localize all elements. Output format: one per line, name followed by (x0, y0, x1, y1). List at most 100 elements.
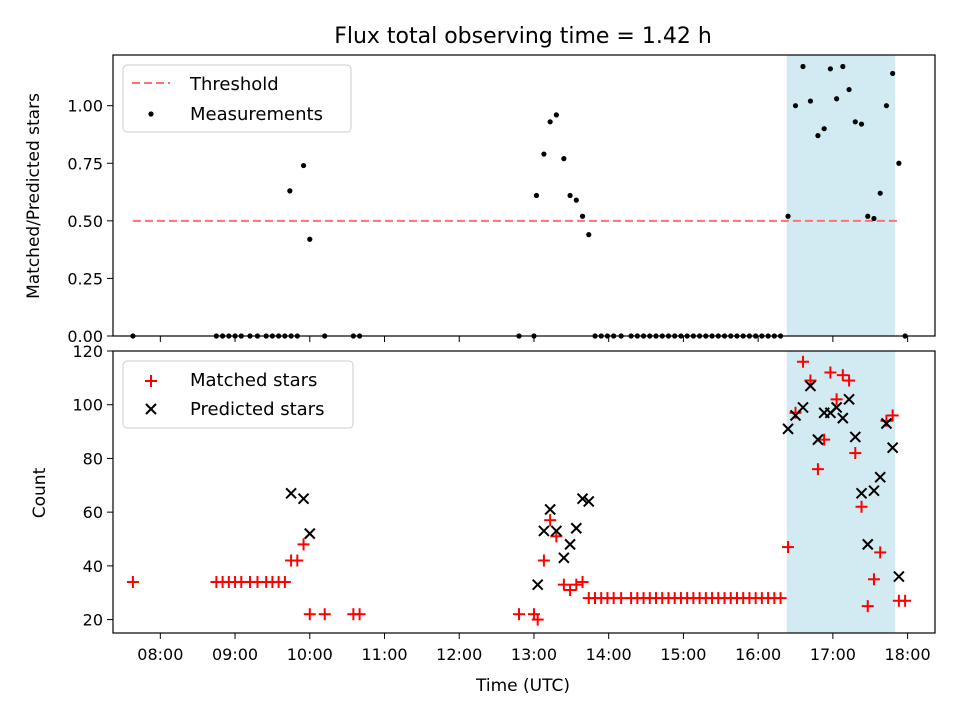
measurement-point (858, 121, 865, 127)
matched-star-marker (830, 393, 843, 406)
measurement-point (547, 119, 553, 125)
predicted-star-marker (558, 552, 570, 564)
predicted-star-marker (830, 401, 843, 414)
matched-star-marker (303, 608, 316, 621)
x-tick-label: 15:00 (660, 645, 706, 664)
x-tick-label: 17:00 (810, 645, 856, 664)
matched-star-marker (824, 366, 837, 379)
matched-star-marker (318, 608, 331, 621)
x-tick-label: 12:00 (436, 645, 482, 664)
x-tick-label: 11:00 (361, 645, 407, 664)
predicted-star-marker (544, 503, 556, 516)
matched-star-marker (291, 554, 304, 567)
y-tick-label: 0.00 (67, 327, 103, 346)
x-tick-label: 08:00 (137, 645, 183, 664)
predicted-star-marker (804, 380, 817, 392)
matched-star-marker (570, 578, 583, 591)
matched-star-marker (811, 463, 824, 476)
matched-star-marker (867, 573, 880, 586)
measurement-points (130, 63, 908, 339)
bottom-highlight-span (786, 351, 896, 633)
measurement-point (573, 197, 579, 203)
top-highlight-span (786, 55, 896, 336)
measurement-point (792, 103, 799, 109)
measurement-point (896, 160, 902, 166)
matched-star-marker (576, 575, 589, 588)
legend-predicted-label: Predicted stars (190, 399, 324, 420)
legend-measurements-label: Measurements (190, 104, 323, 125)
measurement-point (807, 98, 814, 104)
matched-star-marker (513, 608, 526, 621)
legend-matched-label: Matched stars (190, 370, 317, 391)
matched-star-marker (796, 355, 809, 368)
predicted-star-marker (843, 393, 855, 406)
measurement-point (586, 232, 592, 238)
matched-star-marker (843, 374, 856, 387)
top-y-axis-ticks: 0.00 0.25 0.50 0.75 1.00 (67, 97, 113, 346)
predicted-star-marker (849, 431, 861, 443)
x-tick-label: 14:00 (586, 645, 632, 664)
y-tick-label: 0.50 (67, 212, 103, 231)
predicted-star-marker (576, 493, 589, 505)
measurement-point (800, 63, 806, 70)
matched-star-marker (774, 592, 787, 605)
bottom-plot-frame (112, 350, 936, 634)
x-tick-label: 16:00 (735, 645, 781, 664)
measurement-point (287, 188, 293, 194)
measurement-point (821, 126, 827, 132)
x-tick-label: 10:00 (287, 645, 333, 664)
x-axis-label: Time (UTC) (475, 676, 570, 696)
predicted-star-marker (304, 527, 316, 540)
matched-star-marker (126, 575, 139, 588)
predicted-star-marker (862, 538, 874, 551)
measurement-point (883, 103, 890, 109)
matched-star-marker (278, 575, 291, 588)
predicted-star-marker (285, 487, 297, 500)
predicted-star-marker (531, 578, 544, 591)
top-plot-frame (112, 54, 936, 337)
x-tick-label: 13:00 (511, 645, 557, 664)
measurement-point (852, 119, 858, 125)
measurement-point (553, 112, 559, 118)
y-tick-label: 1.00 (67, 97, 103, 116)
predicted-star-marker (874, 471, 886, 483)
measurement-point (815, 133, 821, 139)
y-tick-label: 20 (83, 611, 103, 630)
measurement-point (561, 156, 567, 162)
matched-star-marker (874, 546, 887, 559)
matched-star-marker (353, 608, 366, 621)
matched-star-marker (849, 447, 862, 460)
predicted-star-marker (797, 401, 809, 414)
matched-star-marker (544, 514, 557, 527)
measurement-point (567, 192, 573, 199)
matched-star-marker (782, 541, 795, 554)
bottom-x-axis-ticks: 08:00 09:00 10:00 11:00 12:00 13:00 14:00 15:00… (137, 633, 931, 664)
measurement-point (579, 213, 586, 219)
predicted-star-marker (550, 525, 563, 537)
matched-star-marker (818, 433, 831, 446)
measurement-point (834, 96, 840, 102)
measurement-point (846, 86, 852, 93)
bottom-y-axis-ticks: 20 40 60 80 100 120 (72, 342, 113, 630)
measurement-point (827, 66, 833, 72)
predicted-stars-points (285, 380, 905, 591)
predicted-star-marker (538, 525, 550, 537)
matched-star-marker (899, 594, 912, 607)
bottom-y-axis-label: Count (30, 467, 50, 518)
bottom-panel: 20 40 60 80 100 120 08:00 09:00 10:00 11:00 12:00… (30, 342, 936, 696)
predicted-star-marker (837, 412, 849, 424)
predicted-star-marker (570, 522, 583, 534)
legend-predicted-swatch (145, 403, 157, 415)
y-tick-label: 60 (83, 503, 103, 522)
y-tick-label: 0.75 (67, 154, 103, 173)
measurement-point (785, 213, 791, 219)
predicted-star-marker (583, 495, 595, 508)
top-y-axis-label: Matched/Predicted stars (24, 93, 44, 299)
measurement-point (300, 162, 307, 169)
matched-star-marker (297, 538, 310, 551)
matched-star-marker (855, 500, 868, 513)
legend-measurements-swatch (148, 111, 154, 117)
legend-matched-swatch (145, 375, 157, 387)
legend-threshold-label: Threshold (189, 74, 279, 95)
matched-star-marker (861, 600, 874, 613)
